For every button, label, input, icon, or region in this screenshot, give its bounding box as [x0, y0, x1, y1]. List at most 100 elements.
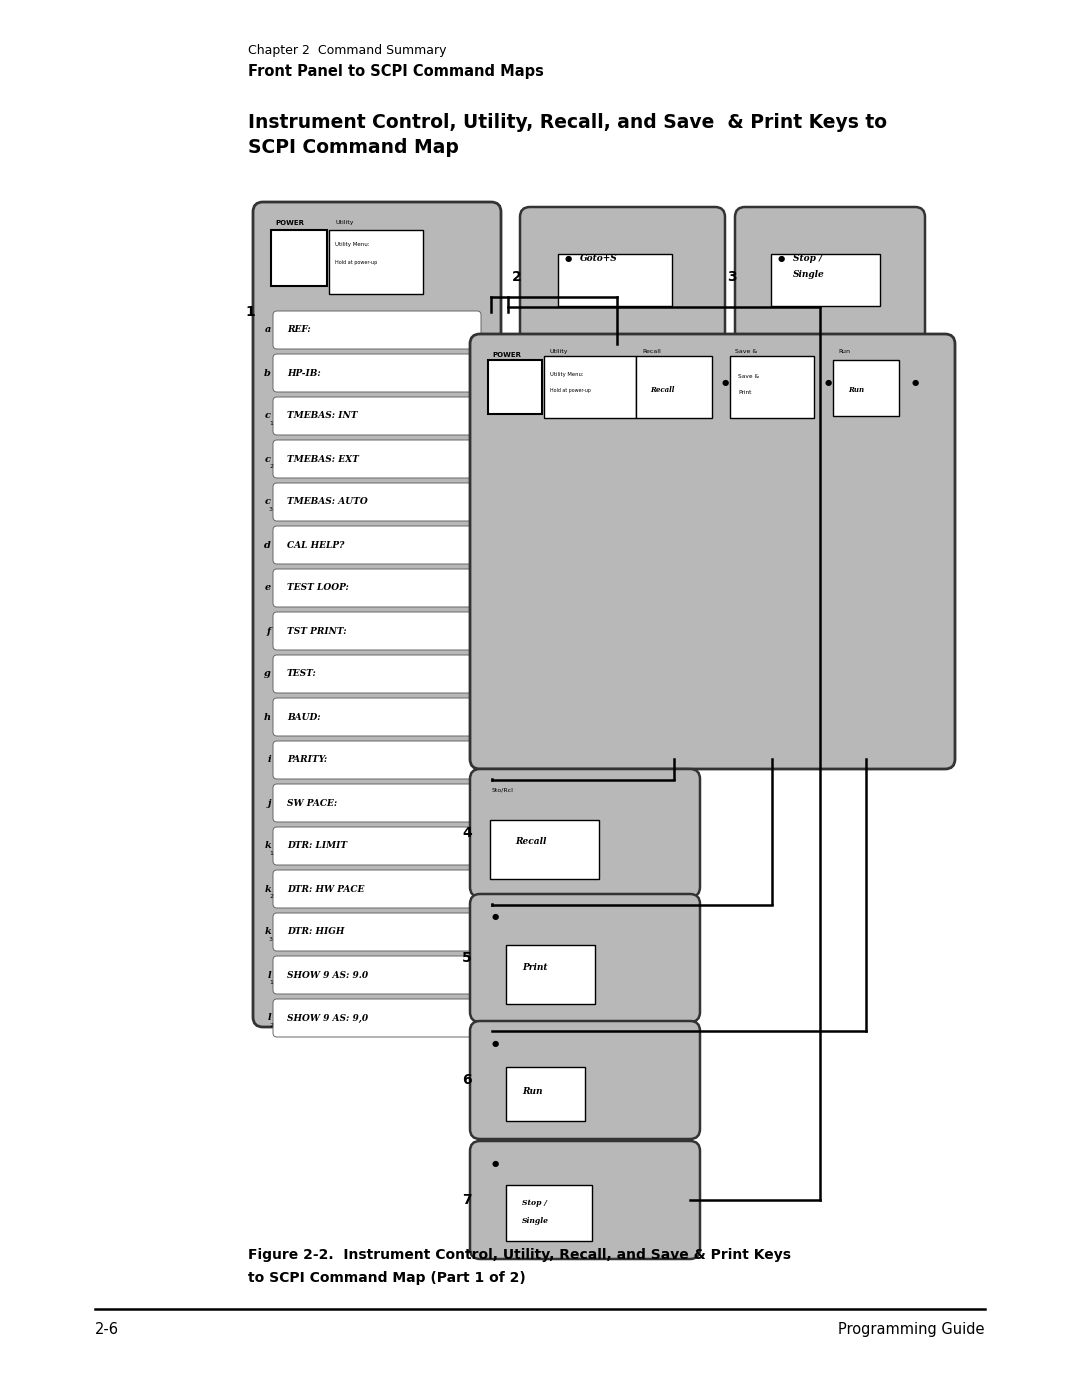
- Text: REF:: REF:: [287, 326, 311, 334]
- Text: ●: ●: [778, 254, 785, 263]
- Text: POWER: POWER: [492, 352, 521, 358]
- Text: l: l: [267, 1013, 271, 1023]
- FancyBboxPatch shape: [273, 440, 481, 478]
- FancyBboxPatch shape: [273, 397, 481, 434]
- FancyBboxPatch shape: [470, 768, 700, 897]
- Text: Chapter 2  Command Summary: Chapter 2 Command Summary: [248, 43, 446, 57]
- FancyBboxPatch shape: [730, 356, 814, 418]
- Text: ●: ●: [912, 377, 919, 387]
- Text: 4: 4: [462, 826, 472, 840]
- Text: 2: 2: [512, 270, 522, 284]
- Text: c: c: [265, 412, 271, 420]
- Text: Figure 2-2.  Instrument Control, Utility, Recall, and Save & Print Keys: Figure 2-2. Instrument Control, Utility,…: [248, 1248, 791, 1261]
- FancyBboxPatch shape: [470, 1021, 700, 1139]
- Text: TMEBAS: AUTO: TMEBAS: AUTO: [287, 497, 368, 507]
- FancyBboxPatch shape: [771, 254, 880, 306]
- FancyBboxPatch shape: [273, 740, 481, 780]
- Text: HP-IB:: HP-IB:: [287, 369, 321, 377]
- Text: 3: 3: [727, 270, 737, 284]
- Text: 1: 1: [269, 851, 273, 856]
- Text: 3: 3: [269, 507, 273, 511]
- Text: Stop /: Stop /: [522, 1199, 546, 1207]
- FancyBboxPatch shape: [329, 231, 423, 293]
- FancyBboxPatch shape: [273, 527, 481, 564]
- Text: 3: 3: [269, 937, 273, 942]
- Text: Recall: Recall: [642, 349, 661, 353]
- Text: 2: 2: [269, 894, 273, 900]
- FancyBboxPatch shape: [273, 956, 481, 995]
- FancyBboxPatch shape: [507, 1185, 592, 1241]
- Text: 1: 1: [245, 305, 255, 319]
- FancyBboxPatch shape: [273, 784, 481, 821]
- Text: a: a: [265, 326, 271, 334]
- Text: Print: Print: [522, 963, 548, 971]
- Text: ●: ●: [492, 912, 499, 921]
- Text: TMEBAS: INT: TMEBAS: INT: [287, 412, 357, 420]
- FancyBboxPatch shape: [273, 569, 481, 608]
- Text: 2: 2: [269, 464, 273, 469]
- Text: TMEBAS: EXT: TMEBAS: EXT: [287, 454, 359, 464]
- Text: Goto+S: Goto+S: [580, 254, 618, 263]
- Text: f: f: [267, 626, 271, 636]
- Text: k: k: [265, 928, 271, 936]
- FancyBboxPatch shape: [488, 360, 542, 414]
- Text: Run: Run: [522, 1087, 542, 1095]
- FancyBboxPatch shape: [273, 483, 481, 521]
- Text: j: j: [268, 799, 271, 807]
- Text: CAL HELP?: CAL HELP?: [287, 541, 345, 549]
- Text: c: c: [265, 454, 271, 464]
- Text: Run: Run: [838, 349, 850, 353]
- FancyBboxPatch shape: [558, 254, 672, 306]
- Text: 1: 1: [269, 981, 273, 985]
- Text: SHOW 9 AS: 9,0: SHOW 9 AS: 9,0: [287, 1013, 368, 1023]
- Text: BAUD:: BAUD:: [287, 712, 321, 721]
- FancyBboxPatch shape: [507, 1067, 585, 1120]
- Text: d: d: [265, 541, 271, 549]
- Text: DTR: HW PACE: DTR: HW PACE: [287, 884, 364, 894]
- Text: DTR: HIGH: DTR: HIGH: [287, 928, 345, 936]
- Text: b: b: [265, 369, 271, 377]
- FancyBboxPatch shape: [470, 334, 955, 768]
- Text: to SCPI Command Map (Part 1 of 2): to SCPI Command Map (Part 1 of 2): [248, 1271, 526, 1285]
- Text: Recall: Recall: [650, 386, 674, 394]
- Text: i: i: [267, 756, 271, 764]
- Text: Utility: Utility: [550, 349, 568, 353]
- FancyBboxPatch shape: [273, 655, 481, 693]
- FancyBboxPatch shape: [273, 353, 481, 393]
- Text: Hold at power-up: Hold at power-up: [550, 388, 591, 393]
- Text: h: h: [264, 712, 271, 721]
- Text: Stop /: Stop /: [793, 254, 822, 263]
- Text: ●: ●: [723, 377, 729, 387]
- Text: ●: ●: [492, 1160, 499, 1168]
- Text: Front Panel to SCPI Command Maps: Front Panel to SCPI Command Maps: [248, 64, 544, 80]
- Text: SHOW 9 AS: 9.0: SHOW 9 AS: 9.0: [287, 971, 368, 979]
- Text: k: k: [265, 884, 271, 894]
- FancyBboxPatch shape: [470, 894, 700, 1023]
- FancyBboxPatch shape: [636, 356, 712, 418]
- Text: 2: 2: [269, 1023, 273, 1028]
- FancyBboxPatch shape: [273, 999, 481, 1037]
- Text: TST PRINT:: TST PRINT:: [287, 626, 347, 636]
- Text: Print: Print: [738, 390, 752, 395]
- FancyBboxPatch shape: [273, 612, 481, 650]
- Text: Sto/Rcl: Sto/Rcl: [492, 787, 514, 792]
- FancyBboxPatch shape: [833, 360, 899, 416]
- Text: Utility Menu:: Utility Menu:: [550, 372, 583, 377]
- Text: Hold at power-up: Hold at power-up: [335, 260, 377, 265]
- Text: POWER: POWER: [275, 219, 303, 226]
- Text: c: c: [265, 497, 271, 507]
- Text: SW PACE:: SW PACE:: [287, 799, 337, 807]
- Text: e: e: [265, 584, 271, 592]
- Text: PARITY:: PARITY:: [287, 756, 327, 764]
- Text: Save &: Save &: [735, 349, 757, 353]
- Text: ●: ●: [565, 254, 572, 263]
- Text: 6: 6: [462, 1073, 472, 1087]
- FancyBboxPatch shape: [273, 827, 481, 865]
- Text: 5: 5: [462, 951, 472, 965]
- Text: TEST:: TEST:: [287, 669, 316, 679]
- Text: TEST LOOP:: TEST LOOP:: [287, 584, 349, 592]
- Text: 1: 1: [269, 420, 273, 426]
- Text: Single: Single: [522, 1217, 549, 1225]
- Text: Instrument Control, Utility, Recall, and Save  & Print Keys to: Instrument Control, Utility, Recall, and…: [248, 113, 887, 131]
- Text: ●: ●: [825, 377, 833, 387]
